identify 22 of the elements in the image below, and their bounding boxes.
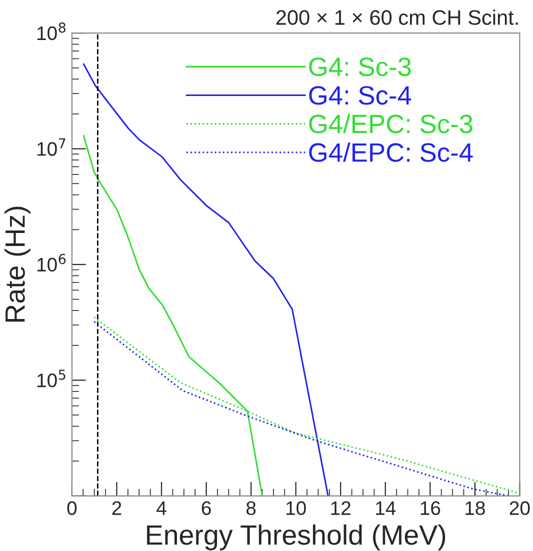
- x-tick-label: 4: [156, 501, 166, 515]
- y-axis-title: Rate (Hz): [4, 206, 30, 322]
- legend-label: G4/EPC: Sc-3: [309, 114, 472, 134]
- x-tick-label: 2: [112, 501, 122, 515]
- x-tick-label: 8: [246, 501, 256, 516]
- x-tick-label: 12: [331, 501, 350, 515]
- y-tick-label: 10$^{5}$: [37, 370, 66, 388]
- legend-label: G4: Sc-3: [309, 58, 411, 76]
- y-tick-label: 10$^{7}$: [37, 138, 66, 156]
- legend-label: G4/EPC: Sc-4: [309, 142, 473, 162]
- x-axis-title: Energy Threshold (MeV): [147, 524, 446, 550]
- x-tick-label: 6: [202, 501, 211, 516]
- x-tick-label: 0: [67, 501, 77, 516]
- x-tick-label: 14: [376, 501, 396, 515]
- legend-label: G4: Sc-4: [309, 86, 412, 105]
- x-tick-label: 10: [286, 501, 306, 516]
- x-tick-label: 18: [466, 501, 485, 516]
- chart-title: 200 × 1 × 60 cm CH Scint.: [276, 10, 518, 25]
- y-tick-label: 10$^{6}$: [37, 254, 66, 272]
- y-tick-label: 10$^{8}$: [37, 22, 66, 40]
- x-tick-label: 16: [420, 501, 440, 516]
- x-tick-label: 20: [510, 501, 530, 516]
